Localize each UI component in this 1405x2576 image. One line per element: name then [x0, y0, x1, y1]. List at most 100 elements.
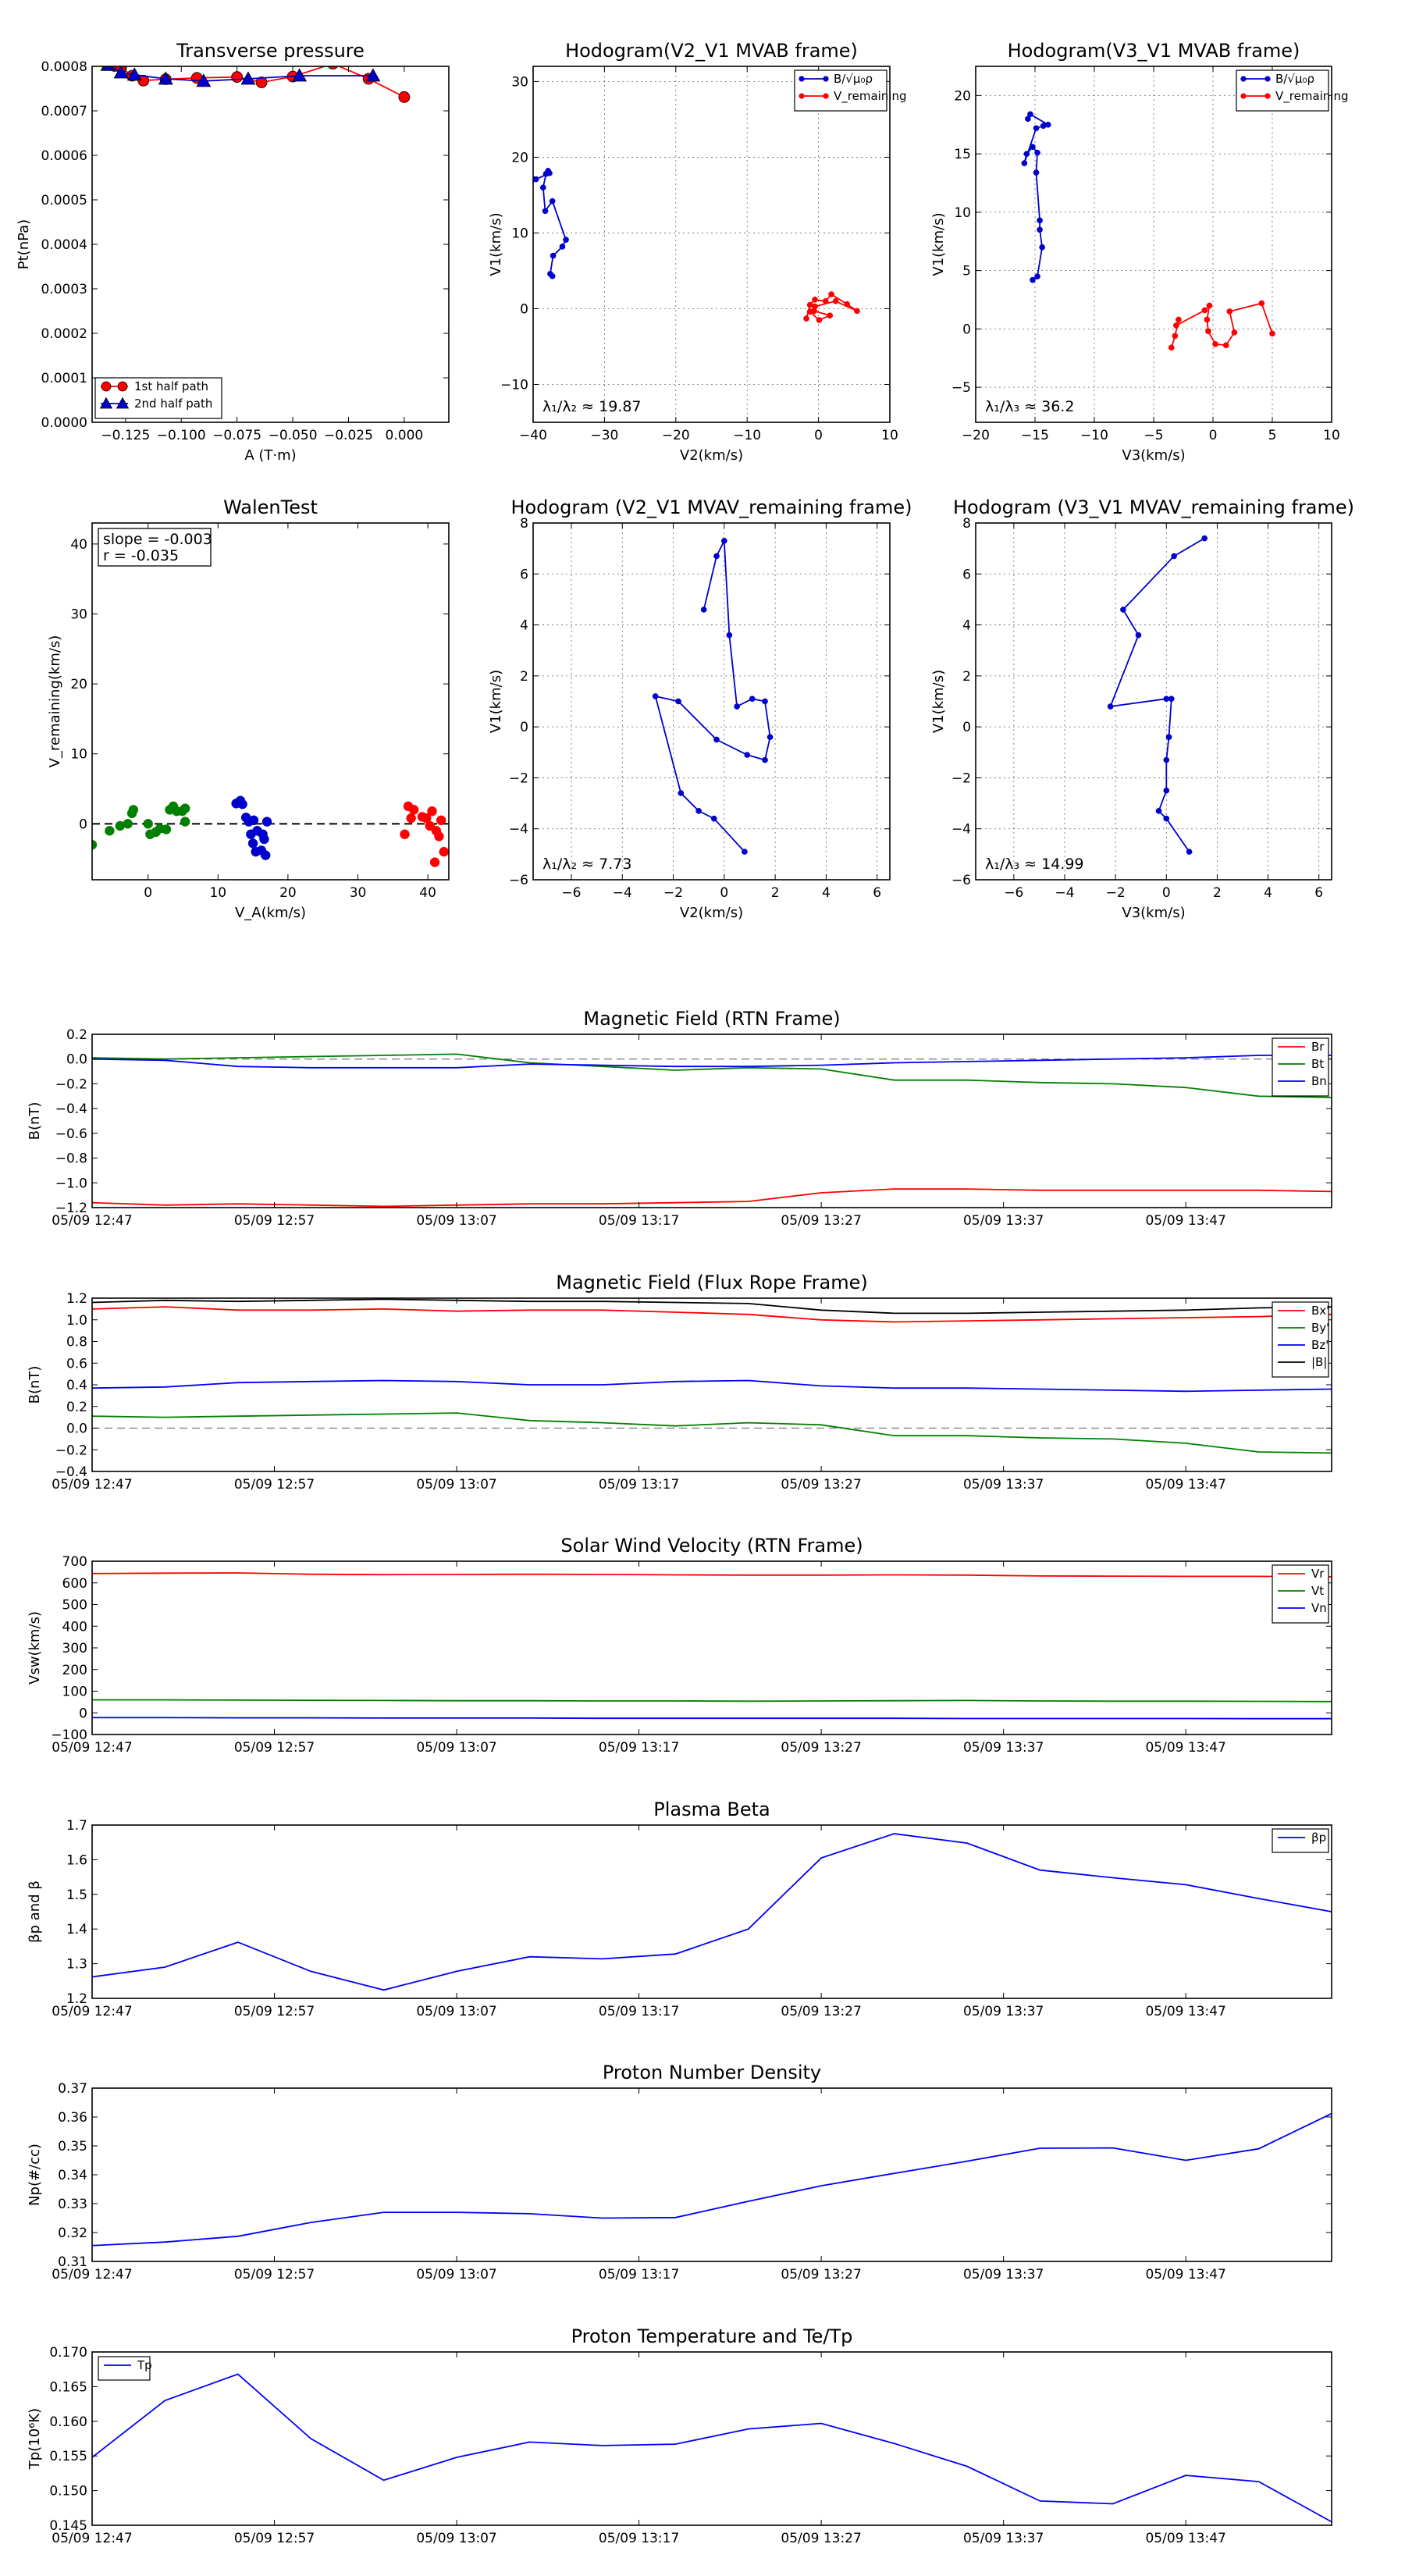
x-tick-label: 05/09 13:47 [1145, 2004, 1225, 2019]
plot-frame [532, 66, 891, 423]
data-point [439, 846, 449, 857]
legend-label: Bn [1311, 1074, 1327, 1088]
x-tick-label: −4 [1055, 885, 1074, 901]
x-axis-label: V2(km/s) [680, 905, 743, 921]
x-tick-label: −2 [1106, 885, 1126, 901]
plot-area [92, 1561, 1332, 1735]
x-axis-label: A (T·m) [244, 447, 296, 464]
legend-box [1272, 1301, 1329, 1378]
legend-label: Tp [137, 2358, 152, 2372]
legend: B/√μ₀ρ V_remaining [794, 69, 907, 112]
x-tick-label: −40 [519, 428, 547, 443]
data-point [828, 291, 834, 297]
data-point [196, 73, 212, 87]
data-point [1033, 169, 1040, 176]
series-line-Vt [92, 1699, 1332, 1703]
data-point [100, 66, 116, 71]
y-tick-label: 2 [962, 669, 971, 685]
y-tick-label: 20 [70, 677, 87, 692]
legend: 1st half path 2nd half path [94, 377, 222, 419]
series-line-Np [92, 2112, 1332, 2247]
y-tick-label: 15 [954, 147, 971, 162]
x-tick-label: −6 [561, 885, 581, 901]
y-tick-label: 700 [62, 1554, 87, 1570]
data-point [1044, 121, 1051, 128]
y-tick-label: 0.0005 [41, 193, 87, 208]
data-layer [1107, 535, 1208, 855]
data-point [542, 208, 549, 215]
y-tick-label: −100 [51, 1727, 87, 1743]
data-point [292, 68, 308, 82]
series-line-Tp [92, 2373, 1332, 2523]
y-tick-label: 1.2 [66, 1291, 87, 1307]
y-tick-label: 8 [962, 516, 971, 532]
plot-frame [532, 522, 891, 881]
y-tick-label: 1.2 [66, 1991, 87, 2007]
x-tick-label: 05/09 13:07 [416, 2531, 496, 2546]
x-tick-label: −20 [662, 428, 690, 443]
legend-marker [117, 381, 128, 392]
data-point [1222, 342, 1229, 349]
data-point [1037, 226, 1043, 233]
y-tick-label: 0.0 [66, 1052, 87, 1068]
legend-marker [799, 93, 805, 99]
x-tick-label: 05/09 13:27 [781, 1213, 861, 1229]
chart-p11: Proton Number Density 05/09 12:47 05/09 12… [27, 2062, 1332, 2282]
data-point [434, 831, 444, 841]
x-tick-label: 6 [873, 885, 881, 901]
data-point [1172, 333, 1179, 340]
y-tick-label: 5 [962, 264, 971, 279]
x-tick-label: 30 [350, 885, 367, 901]
y-axis-label: Np(#/cc) [27, 2144, 43, 2206]
x-tick-label: −30 [590, 428, 618, 443]
chart-p8: Magnetic Field (Flux Rope Frame) 05/09 12… [27, 1272, 1332, 1493]
data-point [803, 315, 809, 322]
plot-frame [91, 2351, 1332, 2526]
legend-label: Vt [1311, 1584, 1324, 1598]
plot-area [92, 1298, 1332, 1471]
series-line-By' [92, 1412, 1332, 1454]
x-tick-label: 05/09 13:07 [416, 1213, 496, 1229]
x-tick-label: −0.075 [212, 428, 261, 443]
data-point [1034, 273, 1040, 279]
data-point [811, 308, 817, 315]
y-tick-label: 0.0000 [41, 415, 87, 431]
x-tick-label: 05/09 13:47 [1145, 1213, 1225, 1229]
data-point [123, 819, 133, 829]
x-tick-label: 05/09 12:57 [234, 1477, 315, 1493]
data-point [105, 826, 115, 836]
data-point [1206, 302, 1213, 309]
data-point [744, 752, 751, 758]
stats-text: r = -0.035 [103, 547, 179, 564]
y-tick-label: 10 [70, 747, 87, 763]
x-tick-label: 05/09 13:07 [416, 1477, 496, 1493]
x-tick-label: 05/09 13:17 [599, 2267, 679, 2282]
chart-p6: Hodogram (V3_V1 MVAV_remaining frame) −6 −… [930, 496, 1354, 921]
x-tick-label: 05/09 13:07 [416, 2004, 496, 2019]
data-point [652, 693, 659, 699]
x-tick-label: 05/09 13:27 [781, 2004, 861, 2019]
data-point [539, 184, 546, 191]
y-tick-label: 0.8 [66, 1335, 87, 1350]
y-tick-label: 20 [511, 150, 528, 165]
y-tick-label: −5 [951, 380, 971, 396]
data-point [180, 817, 190, 827]
data-point [237, 799, 247, 809]
data-point [734, 703, 740, 710]
series-line-Bz' [92, 1379, 1332, 1393]
data-point [767, 734, 774, 741]
legend: Bx' By' Bz' |B| [1272, 1301, 1329, 1378]
x-tick-label: −10 [1080, 428, 1108, 443]
plot-area [976, 523, 1332, 880]
y-tick-label: 0.0004 [41, 237, 87, 253]
data-point [406, 813, 416, 824]
data-layer [92, 795, 449, 867]
x-tick-label: 0.000 [386, 428, 424, 443]
legend-marker [1240, 76, 1247, 82]
data-layer [92, 1572, 1332, 1720]
data-point [327, 66, 339, 69]
x-tick-label: 10 [881, 428, 898, 443]
annotation: λ₁/λ₂ ≈ 19.87 [542, 398, 642, 415]
legend: Br Bt Bn [1272, 1037, 1329, 1097]
y-tick-label: 40 [70, 537, 87, 553]
